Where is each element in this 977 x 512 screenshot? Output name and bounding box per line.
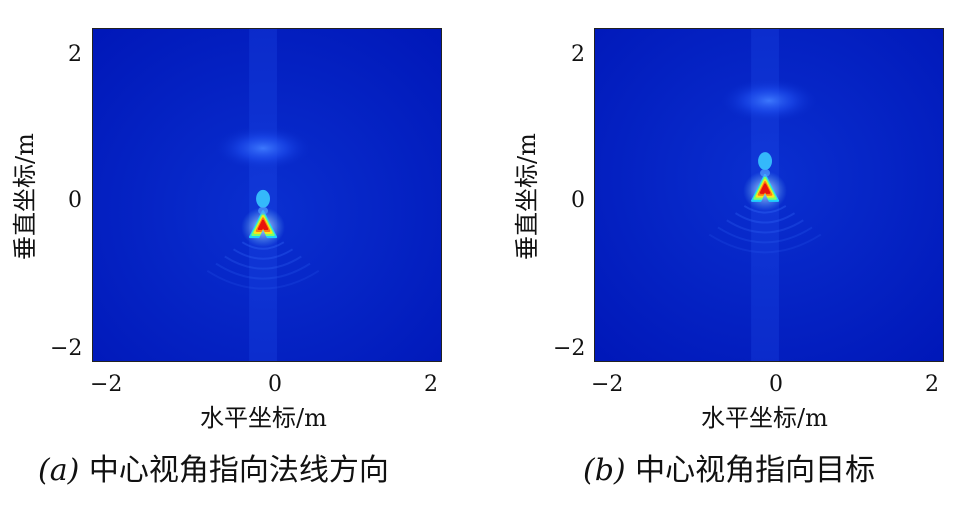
heatmap-sidelobe-tail-b (760, 168, 771, 177)
heatmap-ripple-b-2 (734, 212, 796, 224)
xlabel-b: 水平坐标/m (701, 404, 828, 432)
heatmap-ripple-a-4 (215, 262, 311, 280)
xtick-a-1: 0 (268, 372, 282, 397)
ytick-a-1: 0 (68, 188, 82, 213)
xtick-b-1: 0 (769, 372, 783, 397)
heatmap-glow-a (215, 126, 311, 171)
heatmap-ripple-b-3 (726, 219, 804, 234)
caption-b: (b) 中心视角指向目标 (583, 456, 875, 486)
heatmap-sidelobe-a (256, 189, 271, 208)
heatmap-sidelobe-b (758, 152, 773, 170)
heatmap-a (93, 29, 441, 361)
heatmap-plot-b (594, 28, 944, 362)
ytick-a-2: −2 (50, 336, 83, 361)
ytick-b-2: −2 (553, 336, 586, 361)
xtick-b-2: 2 (925, 372, 939, 397)
ytick-b-1: 0 (571, 188, 585, 213)
heatmap-ripple-b-5 (708, 233, 822, 254)
ytick-a-0: 2 (68, 42, 82, 67)
xtick-a-2: 2 (424, 372, 438, 397)
heatmap-peak-layer-a-4 (257, 219, 269, 231)
ylabel-a: 垂直坐标/m (11, 133, 39, 260)
heatmap-glow-b (721, 78, 817, 123)
heatmap-sidelobe-tail-a (258, 206, 269, 215)
heatmap-ripple-a-2 (232, 248, 294, 260)
heatmap-ripple-a-5 (206, 269, 320, 290)
caption-a: (a) 中心视角指向法线方向 (38, 456, 389, 486)
panel-a: 2 0 −2 −2 0 2 水平坐标/m 垂直坐标/m (a) 中心视角指向法线… (0, 0, 488, 512)
xlabel-a: 水平坐标/m (200, 404, 327, 432)
caption-text-b: 中心视角指向目标 (635, 453, 876, 488)
caption-tag-a: (a) (38, 453, 80, 488)
ylabel-b: 垂直坐标/m (513, 133, 541, 260)
heatmap-peak-layer-b-4 (759, 183, 771, 194)
heatmap-ripple-b-1 (743, 205, 787, 214)
heatmap-ripple-a-3 (224, 255, 302, 270)
heatmap-b (595, 29, 943, 361)
heatmap-plot-a (92, 28, 442, 362)
caption-text-a: 中心视角指向法线方向 (88, 453, 389, 488)
heatmap-ripple-b-4 (717, 226, 813, 244)
xtick-a-0: −2 (90, 372, 123, 397)
ytick-b-0: 2 (571, 42, 585, 67)
heatmap-ripple-a-1 (241, 241, 285, 250)
xtick-b-0: −2 (591, 372, 624, 397)
panel-b: 2 0 −2 −2 0 2 水平坐标/m 垂直坐标/m (b) 中心视角指向目标 (489, 0, 977, 512)
caption-tag-b: (b) (583, 453, 626, 488)
